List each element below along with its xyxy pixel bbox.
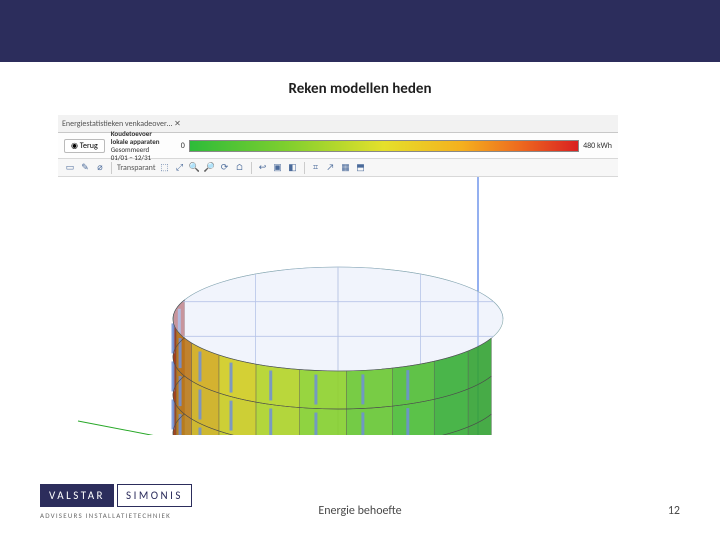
slide-title: Reken modellen heden (0, 80, 720, 98)
tool-icon-5[interactable]: ⤢ (174, 162, 186, 174)
tool-icon-8[interactable]: ⟳ (219, 162, 231, 174)
tab-label[interactable]: Energiestatistieken venkadeover… ✕ (62, 119, 181, 129)
scene-svg (58, 177, 618, 435)
legend-row: ◉ Terug Koudetoevoer lokale apparaten Ge… (58, 133, 618, 159)
top-banner (0, 0, 720, 62)
legend-max: 480 kWh (583, 141, 612, 151)
tool-icon-0[interactable]: ▭ (64, 162, 76, 174)
toolbar: ▭✎⌀ Transparant⬚⤢🔍🔎⟳⌂ ↩▣◧ ⌗↗▦⬒ (58, 159, 618, 177)
tool-separator (111, 162, 112, 174)
tool-icon-14[interactable]: ↗ (325, 162, 337, 174)
simulation-app-window: Energiestatistieken venkadeover… ✕ ◉ Ter… (58, 115, 618, 435)
tool-separator (304, 162, 305, 174)
tool-transparency-label[interactable]: Transparant (117, 163, 156, 173)
tool-icon-13[interactable]: ⌗ (310, 162, 322, 174)
back-button[interactable]: ◉ Terug (64, 139, 105, 153)
tool-icon-10[interactable]: ↩ (257, 162, 269, 174)
tool-icon-15[interactable]: ▦ (340, 162, 352, 174)
tool-icon-1[interactable]: ✎ (79, 162, 91, 174)
legend-min: 0 (181, 141, 185, 151)
tool-icon-6[interactable]: 🔍 (189, 162, 201, 174)
tool-icon-16[interactable]: ⬒ (355, 162, 367, 174)
tool-separator (251, 162, 252, 174)
tool-icon-11[interactable]: ▣ (272, 162, 284, 174)
footer-caption: Energie behoefte (0, 504, 720, 518)
tool-icon-7[interactable]: 🔎 (204, 162, 216, 174)
legend-gradient (189, 140, 579, 152)
tool-icon-4[interactable]: ⬚ (159, 162, 171, 174)
legend-line-4: 01/01 – 12/31 (111, 154, 175, 162)
legend-scale: 0 480 kWh (181, 140, 612, 152)
viewport-3d[interactable] (58, 177, 618, 435)
tool-icon-2[interactable]: ⌀ (94, 162, 106, 174)
legend-labels: Koudetoevoer lokale apparaten Gesommeerd… (111, 130, 175, 162)
tool-icon-12[interactable]: ◧ (287, 162, 299, 174)
page-number: 12 (668, 504, 680, 518)
tool-icon-9[interactable]: ⌂ (234, 162, 246, 174)
